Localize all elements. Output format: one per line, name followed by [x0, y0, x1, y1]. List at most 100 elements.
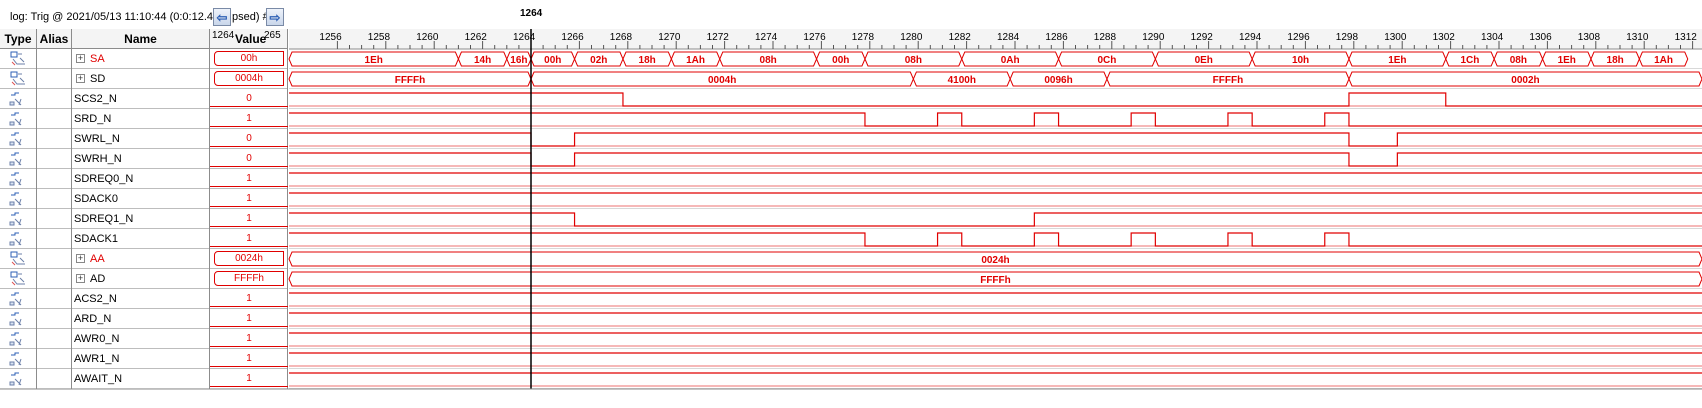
- expand-icon[interactable]: +: [76, 53, 85, 63]
- bus-segment-label: 0Ah: [1001, 55, 1020, 66]
- signal-row-sdack1[interactable]: SDACK1 1: [0, 229, 288, 249]
- expand-icon[interactable]: +: [76, 73, 85, 83]
- signal-value: 0: [246, 153, 252, 164]
- name-cell: SDREQ0_N: [72, 169, 210, 189]
- bus-segment: [1590, 51, 1640, 67]
- signal-value: 1: [246, 193, 252, 204]
- bus-segment-label: 00h: [832, 55, 849, 66]
- signal-row-awr0_n[interactable]: AWR0_N 1: [0, 329, 288, 349]
- value-bit-line: [210, 206, 288, 207]
- signal-row-swrl_n[interactable]: SWRL_N 0: [0, 129, 288, 149]
- value-cell: 1: [210, 289, 288, 309]
- signal-row-await_n[interactable]: AWAIT_N 1: [0, 369, 288, 389]
- name-cell: SWRL_N: [72, 129, 210, 149]
- signal-row-awr1_n[interactable]: AWR1_N 1: [0, 349, 288, 369]
- signal-row-sd[interactable]: + SD 0004h: [0, 69, 288, 89]
- value-cell: 1: [210, 369, 288, 389]
- bit-waveform: [289, 232, 1702, 247]
- signal-row-ard_n[interactable]: ARD_N 1: [0, 309, 288, 329]
- col-header-name[interactable]: Name: [72, 29, 210, 49]
- type-cell: [0, 69, 37, 89]
- signal-row-acs2_n[interactable]: ACS2_N 1: [0, 289, 288, 309]
- value-tick-end: 265: [264, 30, 281, 41]
- value-bus-box: [214, 271, 284, 286]
- time-tick-label: 1274: [755, 32, 778, 43]
- signal-value: 1: [246, 293, 252, 304]
- scroll-left-button[interactable]: ⇦: [213, 8, 231, 26]
- signal-row-ad[interactable]: + AD FFFFh: [0, 269, 288, 289]
- time-tick-label: 1280: [900, 32, 923, 43]
- bus-signal-icon: [10, 71, 25, 86]
- bus-signal-icon: [10, 251, 25, 266]
- value-cell: 1: [210, 109, 288, 129]
- value-cell: 0: [210, 89, 288, 109]
- type-cell: [0, 149, 37, 169]
- col-header-value[interactable]: 1264 Value 265: [210, 29, 288, 49]
- signal-name: AA: [90, 253, 105, 265]
- bus-segment-label: 1Eh: [1388, 55, 1406, 66]
- signal-value: 1: [246, 353, 252, 364]
- bus-segment-label: 10h: [1292, 55, 1309, 66]
- signal-value: 0024h: [235, 253, 263, 264]
- type-cell: [0, 349, 37, 369]
- bus-signal-icon: [10, 271, 25, 286]
- signal-row-aa[interactable]: + AA 0024h: [0, 249, 288, 269]
- right-arrow-icon: ⇨: [269, 9, 281, 25]
- waveform-area[interactable]: 1256 1258 1260 1262 1264 1266 1268 1270 1272 1274…: [0, 29, 1702, 391]
- value-cell: 00h: [210, 49, 288, 69]
- signal-row-sdreq1_n[interactable]: SDREQ1_N 1: [0, 209, 288, 229]
- time-tick-label: 1272: [707, 32, 730, 43]
- alias-cell: [37, 169, 72, 189]
- bus-segment-label: 0Ch: [1098, 55, 1117, 66]
- value-bus-box: [214, 51, 284, 66]
- bus-segment-label: 14h: [474, 55, 491, 66]
- bus-segment: [912, 71, 1011, 87]
- left-arrow-icon: ⇦: [216, 9, 228, 25]
- bus-segment-label: 18h: [639, 55, 656, 66]
- bit-waveform: [289, 212, 1702, 227]
- name-cell: + AD: [72, 269, 210, 289]
- type-cell: [0, 169, 37, 189]
- signal-value: 1: [246, 173, 252, 184]
- signal-value: 0: [246, 133, 252, 144]
- name-cell: SDACK0: [72, 189, 210, 209]
- type-cell: [0, 269, 37, 289]
- signal-name: AWR1_N: [74, 353, 120, 365]
- bus-segment-label: 0096h: [1044, 75, 1072, 86]
- expand-icon[interactable]: +: [76, 273, 85, 283]
- name-cell: SDREQ1_N: [72, 209, 210, 229]
- value-bus-box: [214, 71, 284, 86]
- bus-segment-label: 1Ah: [1654, 55, 1673, 66]
- col-header-alias[interactable]: Alias: [37, 29, 72, 49]
- type-cell: [0, 109, 37, 129]
- scroll-right-button[interactable]: ⇨: [266, 8, 284, 26]
- bus-segment-label: 18h: [1607, 55, 1624, 66]
- time-tick-label: 1268: [610, 32, 633, 43]
- value-cell: 0004h: [210, 69, 288, 89]
- time-tick-label: 1312: [1675, 32, 1698, 43]
- expand-icon[interactable]: +: [76, 253, 85, 263]
- signal-value: 1: [246, 313, 252, 324]
- bit-waveform: [289, 92, 1702, 107]
- alias-cell: [37, 49, 72, 69]
- signal-row-sdack0[interactable]: SDACK0 1: [0, 189, 288, 209]
- bus-segment: [288, 271, 1702, 287]
- type-cell: [0, 129, 37, 149]
- bit-signal-icon: [9, 292, 22, 306]
- bit-signal-icon: [9, 112, 22, 126]
- signal-row-srd_n[interactable]: SRD_N 1: [0, 109, 288, 129]
- signal-row-swrh_n[interactable]: SWRH_N 0: [0, 149, 288, 169]
- bus-segment: [457, 51, 508, 67]
- col-header-type[interactable]: Type: [0, 29, 37, 49]
- value-bit-line: [210, 326, 288, 327]
- signal-row-sdreq0_n[interactable]: SDREQ0_N 1: [0, 169, 288, 189]
- type-cell: [0, 209, 37, 229]
- bus-segment-label: 1Eh: [1558, 55, 1576, 66]
- name-cell: SRD_N: [72, 109, 210, 129]
- signal-row-scs2_n[interactable]: SCS2_N 0: [0, 89, 288, 109]
- time-axis-bg: [289, 29, 1702, 49]
- signal-name: SDREQ0_N: [74, 173, 134, 185]
- signal-row-sa[interactable]: + SA 00h: [0, 49, 288, 69]
- bus-segment: [1251, 51, 1350, 67]
- bit-signal-icon: [9, 372, 22, 386]
